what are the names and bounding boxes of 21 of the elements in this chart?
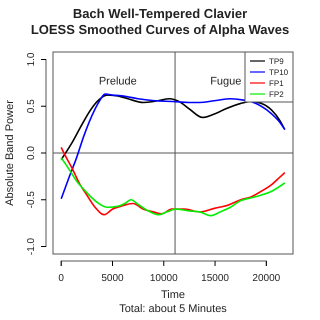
x-tick-label: 20000 xyxy=(252,273,281,284)
x-tick-label: 15000 xyxy=(201,273,230,284)
y-axis-title: Absolute Band Power xyxy=(4,100,16,206)
annotation: Fugue xyxy=(210,75,242,88)
y-tick-label: -0.5 xyxy=(26,190,38,208)
y-tick-label: 0.0 xyxy=(26,146,38,160)
legend-label: TP10 xyxy=(269,68,289,77)
text: Total: about 5 Minutes xyxy=(119,303,228,315)
legend-label: FP1 xyxy=(269,79,284,88)
x-tick-label: 0 xyxy=(58,273,64,284)
line-series xyxy=(60,93,286,200)
chart-title: Bach Well-Tempered Clavier LOESS Smoothed Curves of Alpha Waves xyxy=(30,6,290,37)
y-tick-label: -1.0 xyxy=(26,237,38,256)
x-tick-label: 10000 xyxy=(150,273,178,284)
y-tick-label: 1.0 xyxy=(26,52,38,66)
legend-label: FP2 xyxy=(269,90,284,99)
x-tick-label: 5000 xyxy=(101,273,124,284)
x-axis-title: Time xyxy=(160,289,186,301)
y-tick-label: 0.5 xyxy=(26,98,38,114)
annotation: Prelude xyxy=(98,75,137,88)
legend-label: TP9 xyxy=(269,57,284,66)
